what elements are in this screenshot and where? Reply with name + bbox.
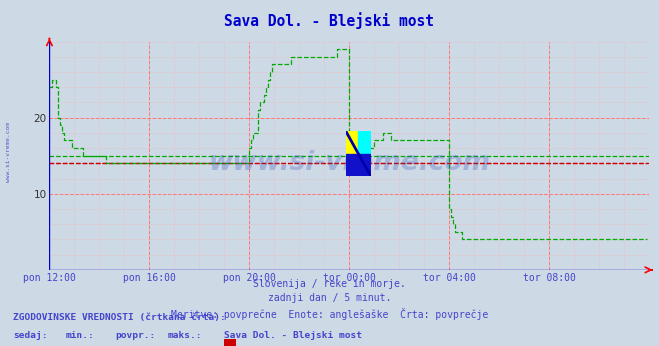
Text: www.si-vreme.com: www.si-vreme.com	[6, 122, 11, 182]
Text: Sava Dol. - Blejski most: Sava Dol. - Blejski most	[224, 331, 362, 340]
Bar	[346, 131, 358, 154]
Text: maks.:: maks.:	[168, 331, 202, 340]
Text: povpr.:: povpr.:	[115, 331, 156, 340]
Text: zadnji dan / 5 minut.: zadnji dan / 5 minut.	[268, 293, 391, 303]
Text: ZGODOVINSKE VREDNOSTI (črtkana črta):: ZGODOVINSKE VREDNOSTI (črtkana črta):	[13, 313, 226, 322]
Text: sedaj:: sedaj:	[13, 331, 47, 340]
Text: Sava Dol. - Blejski most: Sava Dol. - Blejski most	[225, 12, 434, 29]
Text: min.:: min.:	[66, 331, 95, 340]
Bar	[358, 131, 371, 154]
Bar	[346, 154, 371, 176]
Text: Slovenija / reke in morje.: Slovenija / reke in morje.	[253, 279, 406, 289]
Text: www.si-vreme.com: www.si-vreme.com	[208, 149, 490, 175]
Text: Meritve: povprečne  Enote: anglešaške  Črta: povprečje: Meritve: povprečne Enote: anglešaške Črt…	[171, 308, 488, 320]
